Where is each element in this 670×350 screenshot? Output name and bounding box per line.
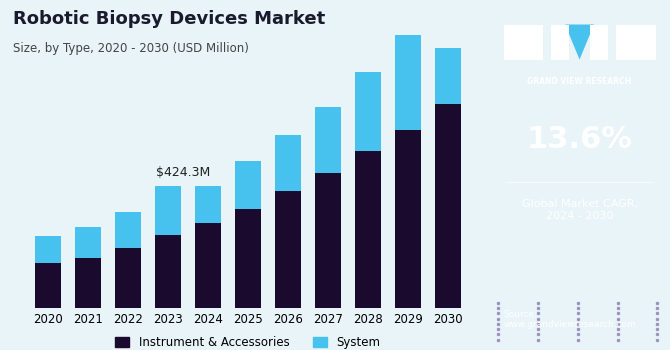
- Bar: [275, 191, 301, 308]
- Bar: [35, 264, 61, 308]
- Text: Source:
www.grandviewresearch.com: Source: www.grandviewresearch.com: [504, 310, 636, 329]
- Bar: [315, 107, 341, 173]
- Bar: [75, 258, 100, 308]
- Bar: [395, 35, 421, 130]
- FancyBboxPatch shape: [616, 25, 655, 60]
- Bar: [155, 234, 181, 308]
- Bar: [395, 130, 421, 308]
- Bar: [75, 228, 100, 258]
- FancyBboxPatch shape: [504, 25, 543, 60]
- Bar: [115, 212, 141, 247]
- Bar: [435, 48, 461, 104]
- Text: Size, by Type, 2020 - 2030 (USD Million): Size, by Type, 2020 - 2030 (USD Million): [13, 42, 249, 55]
- Bar: [435, 104, 461, 308]
- Text: GRAND VIEW RESEARCH: GRAND VIEW RESEARCH: [527, 77, 632, 86]
- Bar: [195, 223, 221, 308]
- FancyBboxPatch shape: [590, 25, 608, 60]
- Bar: [355, 151, 381, 308]
- Bar: [275, 135, 301, 191]
- Bar: [35, 236, 61, 264]
- Bar: [355, 72, 381, 151]
- Bar: [235, 161, 261, 209]
- Text: Robotic Biopsy Devices Market: Robotic Biopsy Devices Market: [13, 10, 326, 28]
- Text: $424.3M: $424.3M: [156, 166, 210, 178]
- Legend: Instrument & Accessories, System: Instrument & Accessories, System: [111, 331, 385, 350]
- Text: 13.6%: 13.6%: [527, 126, 632, 154]
- Text: Global Market CAGR,
2024 - 2030: Global Market CAGR, 2024 - 2030: [521, 199, 638, 221]
- Bar: [315, 173, 341, 308]
- Bar: [195, 186, 221, 223]
- Bar: [115, 247, 141, 308]
- Bar: [155, 186, 181, 235]
- FancyBboxPatch shape: [551, 25, 569, 60]
- Polygon shape: [565, 25, 594, 60]
- Bar: [235, 209, 261, 308]
